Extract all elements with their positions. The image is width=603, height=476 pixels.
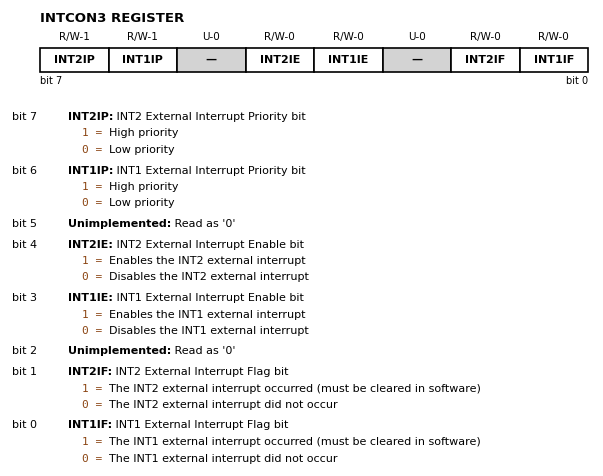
- Text: Read as '0': Read as '0': [171, 219, 236, 229]
- Text: INT2 External Interrupt Enable bit: INT2 External Interrupt Enable bit: [113, 239, 304, 249]
- Text: Enables the INT2 external interrupt: Enables the INT2 external interrupt: [109, 256, 306, 266]
- Text: R/W-0: R/W-0: [333, 32, 364, 42]
- Text: INT2IF: INT2IF: [465, 55, 505, 65]
- Text: INT1IP:: INT1IP:: [68, 166, 113, 176]
- Text: 1 =: 1 =: [82, 182, 109, 192]
- Text: INT1IF: INT1IF: [534, 55, 574, 65]
- Text: U-0: U-0: [408, 32, 426, 42]
- Text: 1 =: 1 =: [82, 129, 109, 139]
- Text: The INT1 external interrupt occurred (must be cleared in software): The INT1 external interrupt occurred (mu…: [109, 437, 481, 447]
- Text: INT2IP: INT2IP: [54, 55, 95, 65]
- Text: bit 1: bit 1: [12, 367, 37, 377]
- Text: INT1IE: INT1IE: [328, 55, 368, 65]
- Text: The INT1 external interrupt did not occur: The INT1 external interrupt did not occu…: [109, 454, 338, 464]
- Text: INT2IE:: INT2IE:: [68, 239, 113, 249]
- Bar: [314, 48, 382, 72]
- Text: bit 0: bit 0: [12, 420, 37, 430]
- Text: 0 =: 0 =: [82, 198, 109, 208]
- Text: 0 =: 0 =: [82, 400, 109, 410]
- Text: R/W-0: R/W-0: [470, 32, 500, 42]
- Text: 1 =: 1 =: [82, 437, 109, 447]
- Bar: [109, 48, 177, 72]
- Bar: [382, 48, 451, 72]
- Text: INT2 External Interrupt Priority bit: INT2 External Interrupt Priority bit: [113, 112, 306, 122]
- Text: INT1 External Interrupt Enable bit: INT1 External Interrupt Enable bit: [113, 293, 304, 303]
- Text: INT1IE:: INT1IE:: [68, 293, 113, 303]
- Text: U-0: U-0: [203, 32, 220, 42]
- Text: 0 =: 0 =: [82, 272, 109, 282]
- Bar: [40, 48, 109, 72]
- Text: bit 0: bit 0: [566, 76, 588, 86]
- Text: High priority: High priority: [109, 182, 178, 192]
- Text: —: —: [411, 55, 422, 65]
- Text: INT1IF:: INT1IF:: [68, 420, 112, 430]
- Text: INT1 External Interrupt Flag bit: INT1 External Interrupt Flag bit: [112, 420, 288, 430]
- Text: Disables the INT2 external interrupt: Disables the INT2 external interrupt: [109, 272, 309, 282]
- Text: bit 3: bit 3: [12, 293, 37, 303]
- Text: 0 =: 0 =: [82, 454, 109, 464]
- Text: INT2IE: INT2IE: [259, 55, 300, 65]
- Bar: [451, 48, 520, 72]
- Text: bit 2: bit 2: [12, 347, 37, 357]
- Text: INT2IP:: INT2IP:: [68, 112, 113, 122]
- Text: INT1IP: INT1IP: [122, 55, 163, 65]
- Text: 0 =: 0 =: [82, 145, 109, 155]
- Text: R/W-0: R/W-0: [538, 32, 569, 42]
- Text: 1 =: 1 =: [82, 384, 109, 394]
- Text: bit 6: bit 6: [12, 166, 37, 176]
- Text: R/W-1: R/W-1: [59, 32, 90, 42]
- Bar: [177, 48, 245, 72]
- Text: R/W-1: R/W-1: [127, 32, 158, 42]
- Text: INT2IF:: INT2IF:: [68, 367, 112, 377]
- Text: Low priority: Low priority: [109, 145, 175, 155]
- Text: Unimplemented:: Unimplemented:: [68, 347, 171, 357]
- Text: 0 =: 0 =: [82, 326, 109, 336]
- Text: INT1 External Interrupt Priority bit: INT1 External Interrupt Priority bit: [113, 166, 306, 176]
- Text: INT2 External Interrupt Flag bit: INT2 External Interrupt Flag bit: [112, 367, 289, 377]
- Bar: [520, 48, 588, 72]
- Text: —: —: [206, 55, 217, 65]
- Bar: [245, 48, 314, 72]
- Text: Low priority: Low priority: [109, 198, 175, 208]
- Text: 1 =: 1 =: [82, 256, 109, 266]
- Text: Unimplemented:: Unimplemented:: [68, 219, 171, 229]
- Text: Disables the INT1 external interrupt: Disables the INT1 external interrupt: [109, 326, 309, 336]
- Text: INTCON3 REGISTER: INTCON3 REGISTER: [40, 12, 185, 25]
- Text: bit 5: bit 5: [12, 219, 37, 229]
- Text: High priority: High priority: [109, 129, 178, 139]
- Text: bit 7: bit 7: [12, 112, 37, 122]
- Text: The INT2 external interrupt did not occur: The INT2 external interrupt did not occu…: [109, 400, 338, 410]
- Text: R/W-0: R/W-0: [264, 32, 295, 42]
- Text: bit 7: bit 7: [40, 76, 62, 86]
- Text: Enables the INT1 external interrupt: Enables the INT1 external interrupt: [109, 309, 306, 319]
- Text: Read as '0': Read as '0': [171, 347, 236, 357]
- Text: The INT2 external interrupt occurred (must be cleared in software): The INT2 external interrupt occurred (mu…: [109, 384, 481, 394]
- Text: bit 4: bit 4: [12, 239, 37, 249]
- Text: 1 =: 1 =: [82, 309, 109, 319]
